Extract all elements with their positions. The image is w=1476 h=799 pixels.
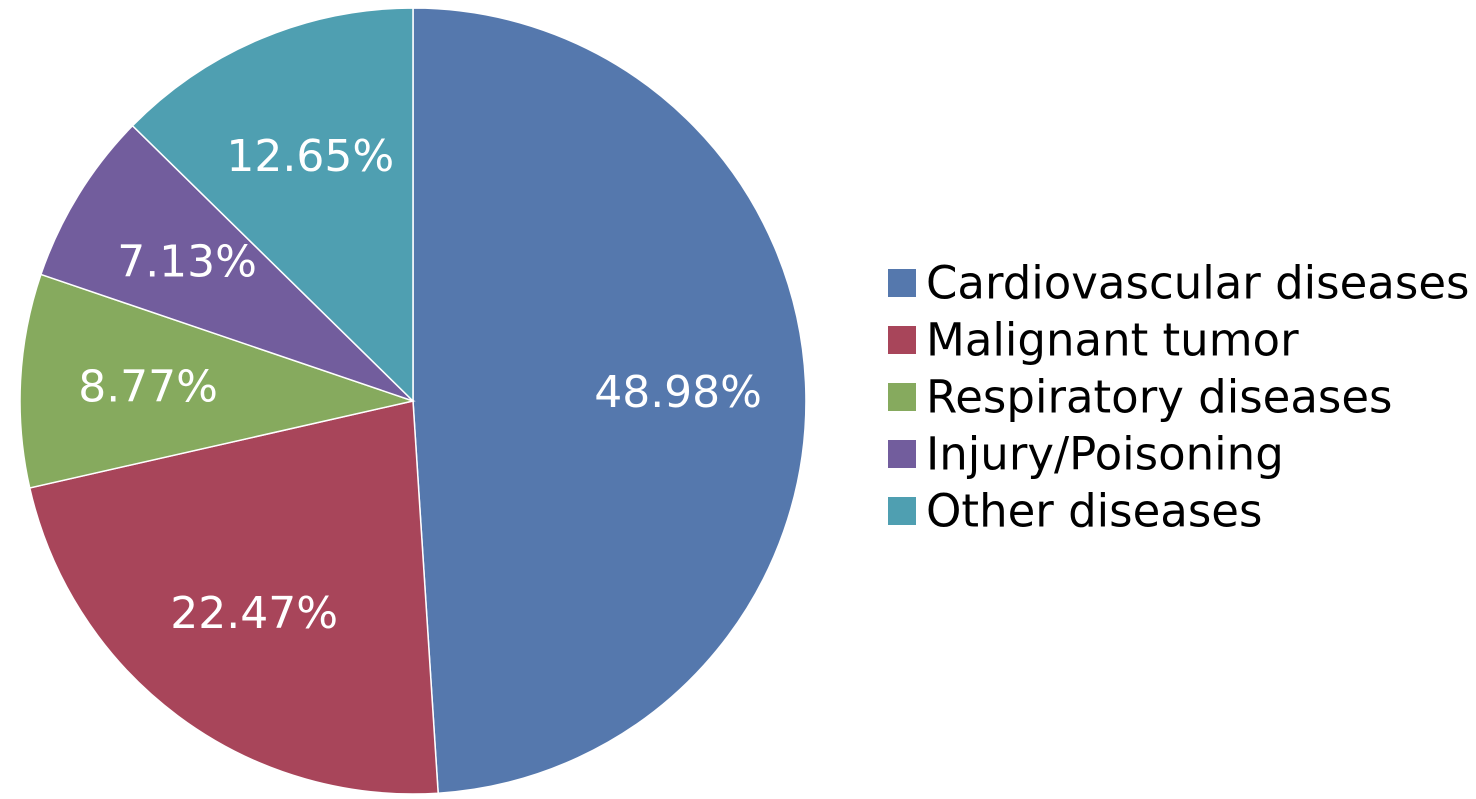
data-label-other-diseases: 12.65% — [226, 131, 394, 182]
legend-label-malignant-tumor: Malignant tumor — [926, 314, 1299, 367]
data-label-malignant-tumor: 22.47% — [170, 588, 338, 639]
data-label-cardiovascular-diseases: 48.98% — [594, 367, 762, 418]
legend-swatch-injury-poisoning — [888, 440, 916, 468]
pie-slice-respiratory-diseases — [19, 273, 416, 489]
legend-label-respiratory-diseases: Respiratory diseases — [926, 371, 1392, 424]
legend-label-cardiovascular-diseases: Cardiovascular diseases — [926, 257, 1469, 310]
legend-swatch-other-diseases — [888, 497, 916, 525]
legend-swatch-cardiovascular-diseases — [888, 269, 916, 297]
pie-slice-cardiovascular-diseases — [412, 7, 807, 794]
legend-label-other-diseases: Other diseases — [926, 485, 1262, 538]
data-label-injury-poisoning: 7.13% — [117, 236, 257, 287]
legend-swatch-malignant-tumor — [888, 326, 916, 354]
pie-slice-other-diseases — [131, 7, 414, 403]
pie-slice-injury-poisoning — [39, 124, 414, 402]
data-label-respiratory-diseases: 8.77% — [78, 362, 218, 413]
pie-data-labels: 48.98% 22.47% 8.77% 7.13% 12.65% — [78, 131, 762, 639]
pie-slices — [19, 7, 807, 795]
pie-slice-malignant-tumor — [28, 400, 439, 795]
legend-label-injury-poisoning: Injury/Poisoning — [926, 428, 1284, 481]
legend-swatch-respiratory-diseases — [888, 383, 916, 411]
